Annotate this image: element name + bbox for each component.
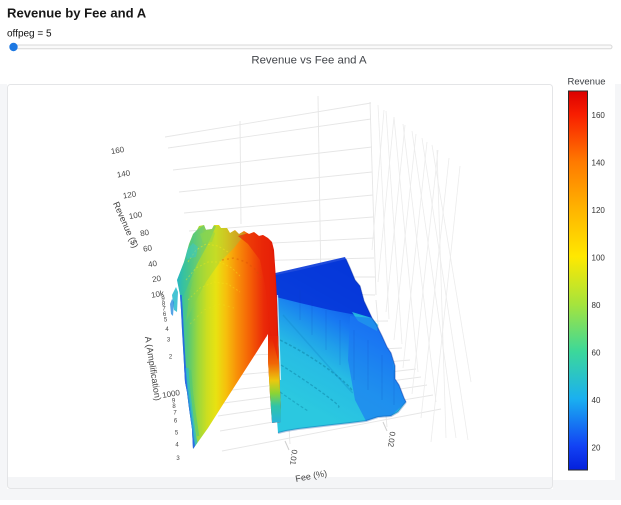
svg-text:9: 9	[172, 398, 176, 404]
svg-text:Revenue by Fee and A: Revenue by Fee and A	[7, 6, 147, 21]
svg-text:10k: 10k	[150, 289, 165, 300]
svg-text:100: 100	[128, 210, 143, 221]
svg-text:8: 8	[162, 301, 166, 307]
svg-text:6: 6	[163, 312, 167, 318]
svg-text:7: 7	[162, 306, 166, 312]
svg-text:9: 9	[161, 296, 165, 302]
svg-text:6: 6	[174, 418, 178, 424]
svg-text:40: 40	[592, 396, 601, 405]
svg-text:80: 80	[139, 228, 150, 239]
svg-text:5: 5	[175, 430, 179, 436]
svg-text:3: 3	[167, 337, 171, 343]
svg-text:40: 40	[147, 259, 158, 270]
svg-text:0.02: 0.02	[386, 431, 397, 448]
svg-text:140: 140	[592, 159, 606, 168]
svg-text:60: 60	[592, 349, 601, 358]
svg-text:120: 120	[122, 189, 137, 200]
svg-text:160: 160	[110, 145, 125, 156]
svg-text:20: 20	[151, 274, 162, 285]
svg-text:7: 7	[173, 410, 177, 416]
svg-text:3: 3	[176, 456, 180, 462]
svg-text:4: 4	[175, 442, 179, 448]
svg-text:Revenue: Revenue	[567, 77, 605, 88]
svg-text:2: 2	[169, 354, 173, 360]
svg-text:1000: 1000	[162, 388, 182, 400]
svg-text:100: 100	[592, 254, 606, 263]
svg-text:5: 5	[164, 317, 168, 323]
svg-text:120: 120	[592, 206, 606, 215]
svg-text:160: 160	[592, 111, 606, 120]
svg-text:8: 8	[172, 404, 176, 410]
svg-text:80: 80	[592, 301, 601, 310]
svg-text:4: 4	[165, 327, 169, 333]
svg-text:0.01: 0.01	[288, 449, 299, 466]
svg-text:20: 20	[592, 444, 601, 453]
svg-text:offpeg = 5: offpeg = 5	[7, 29, 52, 40]
svg-text:60: 60	[142, 243, 153, 254]
svg-text:140: 140	[116, 168, 131, 179]
svg-text:Revenue vs Fee and A: Revenue vs Fee and A	[251, 55, 367, 67]
